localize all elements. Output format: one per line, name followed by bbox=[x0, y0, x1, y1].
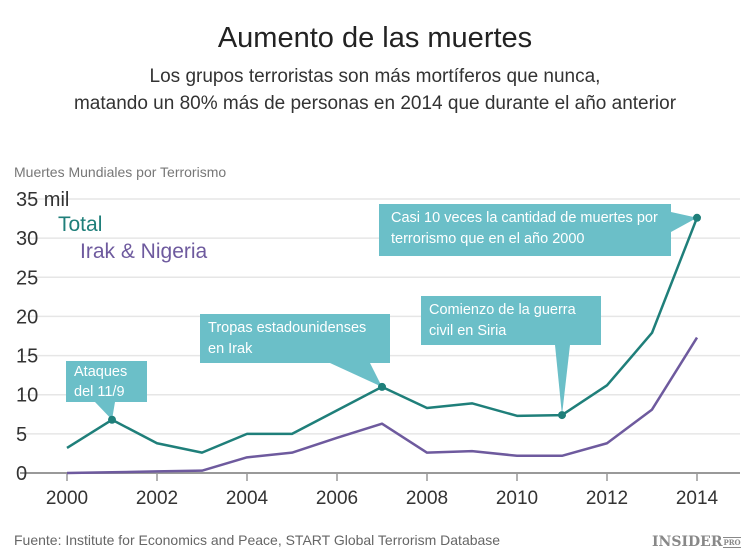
y-tick-label: 20 bbox=[16, 306, 38, 328]
annotation-pointer bbox=[95, 402, 115, 420]
x-tick-label: 2006 bbox=[316, 488, 358, 509]
y-tick-label: 5 bbox=[16, 424, 27, 446]
x-tick-label: 2000 bbox=[46, 488, 88, 509]
chart-subtitle-1: Los grupos terroristas son más mortífero… bbox=[149, 66, 601, 87]
x-tick-label: 2012 bbox=[586, 488, 628, 509]
legend-total: Total bbox=[58, 213, 102, 236]
x-tick-label: 2004 bbox=[226, 488, 269, 509]
y-tick-label: 25 bbox=[16, 267, 38, 289]
x-tick-label: 2014 bbox=[676, 488, 719, 509]
x-tick-label: 2010 bbox=[496, 488, 538, 509]
annotation-siria: Comienzo de la guerra civil en Siria bbox=[421, 296, 601, 345]
y-tick-label: 30 bbox=[16, 228, 38, 250]
annotation-pointer bbox=[671, 212, 697, 232]
annotation-2014: Casi 10 veces la cantidad de muertes por… bbox=[379, 204, 671, 256]
data-point-total bbox=[558, 411, 566, 420]
data-point-total bbox=[378, 382, 386, 391]
source-note: Fuente: Institute for Economics and Peac… bbox=[14, 532, 501, 548]
insider-pro-logo: INSIDERPRO bbox=[652, 534, 741, 550]
y-axis-label: Muertes Mundiales por Terrorismo bbox=[14, 164, 227, 180]
chart-subtitle-2: matando un 80% más de personas en 2014 q… bbox=[73, 93, 677, 114]
annotation-tropas: Tropas estadounidenses en Irak bbox=[200, 314, 390, 363]
data-point-total bbox=[108, 415, 116, 424]
series-line-irak-nigeria bbox=[66, 336, 699, 475]
y-tick-label: 15 bbox=[16, 346, 38, 368]
data-point-total bbox=[693, 213, 701, 222]
annotation-ataques: Ataques del 11/9 bbox=[66, 361, 147, 402]
y-tick-label: 10 bbox=[16, 385, 38, 407]
x-tick-label: 2008 bbox=[406, 488, 448, 509]
legend-irak-nigeria: Irak & Nigeria bbox=[80, 240, 208, 263]
annotation-pointer bbox=[555, 345, 570, 416]
annotation-pointer bbox=[330, 363, 382, 387]
x-tick-label: 2002 bbox=[136, 488, 178, 509]
y-tick-label: 35 mil bbox=[16, 189, 69, 211]
chart-title: Aumento de las muertes bbox=[217, 22, 533, 54]
y-tick-label: 0 bbox=[16, 463, 27, 485]
